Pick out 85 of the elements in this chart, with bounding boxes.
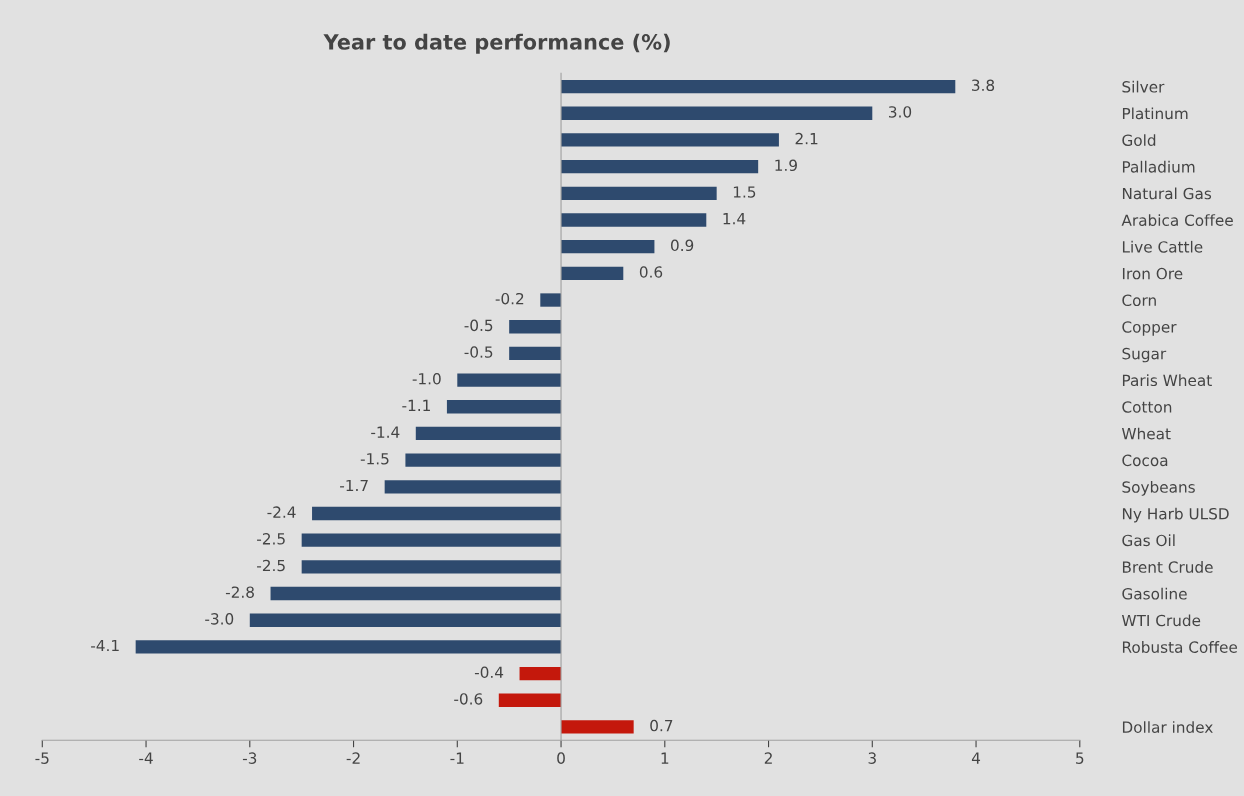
y-tick-label: Corn [1122,294,1156,307]
bar [561,79,956,94]
y-tick-label: Gasoline [1122,587,1187,600]
y-tick-label: Silver [1122,80,1165,93]
bar [540,293,562,307]
data-label: -2.4 [267,506,296,518]
bar [561,266,624,281]
bar [561,159,759,174]
y-tick-label: Gold [1122,134,1156,146]
x-tick-label: -5 [35,752,49,764]
bar [135,640,562,654]
data-label: -0.4 [474,666,504,679]
x-tick-label: 3 [868,752,876,764]
y-tick-label: Sugar [1122,347,1167,363]
data-label: -0.5 [464,319,493,332]
x-tick-label: -3 [242,752,257,764]
y-tick-label: Cocoa [1122,454,1168,467]
x-tick-label: 1 [661,752,669,764]
data-label: -1.7 [340,479,368,492]
y-tick-label: Iron Ore [1122,267,1183,280]
x-tick-label: -4 [139,752,153,764]
x-tick-label: 4 [971,752,981,764]
data-label: 0.9 [670,239,694,252]
data-label: 1.9 [775,159,797,172]
bar [415,426,562,441]
x-tick-label: -1 [450,752,464,764]
data-label: -0.6 [454,693,483,705]
bar [405,453,562,467]
data-label: 1.5 [733,186,756,198]
data-label: -3.0 [205,613,234,625]
bar [249,613,562,627]
data-label: -1.1 [402,399,430,411]
data-label: -0.2 [495,292,524,305]
bar [384,480,562,494]
data-label: -1.0 [412,372,441,385]
bar [561,106,873,120]
data-label: 2.1 [795,132,818,145]
data-label: -1.5 [360,453,389,465]
bar [498,693,562,707]
data-label: 0.6 [639,266,663,278]
data-label: 3.8 [972,79,995,92]
y-tick-label: Paris Wheat [1122,374,1212,387]
x-tick-label: -2 [346,752,360,764]
data-label: -2.5 [257,533,285,545]
y-tick-label: Copper [1122,321,1177,336]
bar [312,506,562,521]
y-tick-label: Brent Crude [1122,561,1213,573]
chart-title: Year to date performance (%) [323,33,670,54]
y-tick-label: Palladium [1122,160,1195,173]
y-tick-label: Ny Harb ULSD [1122,507,1229,523]
bar [301,560,562,574]
bar [561,213,707,227]
data-label: -1.4 [371,426,400,438]
data-label: 1.4 [723,213,746,225]
y-tick-label: Cotton [1122,401,1172,413]
data-label: -2.5 [257,559,285,572]
y-tick-label: Robusta Coffee [1122,641,1238,653]
bar [270,586,562,601]
data-label: 3.0 [889,106,912,118]
y-tick-label: WTI Crude [1121,614,1201,627]
data-label: -4.1 [91,639,119,652]
x-tick-label: 2 [764,752,772,764]
y-tick-label: Natural Gas [1122,187,1212,200]
data-label: -2.8 [225,586,254,598]
bar [446,400,562,414]
bar [561,239,655,254]
bar [561,133,779,147]
bar [519,666,562,681]
bar [561,720,634,734]
x-tick-label: 0 [557,752,565,764]
data-label: -0.5 [464,346,493,358]
y-tick-label: Platinum [1122,107,1188,120]
x-tick-label: 5 [1076,752,1084,764]
y-tick-label: Wheat [1121,427,1171,440]
y-tick-label: Live Cattle [1122,240,1203,253]
y-tick-label: Arabica Coffee [1121,214,1233,226]
bar [509,320,562,334]
data-label: 0.7 [650,719,673,732]
bar [301,533,562,547]
bar [509,346,562,361]
y-tick-label: Gas Oil [1122,534,1175,547]
bar [561,186,717,200]
y-tick-label: Soybeans [1122,481,1195,496]
y-tick-label: Dollar index [1122,721,1213,733]
bar [457,373,562,387]
